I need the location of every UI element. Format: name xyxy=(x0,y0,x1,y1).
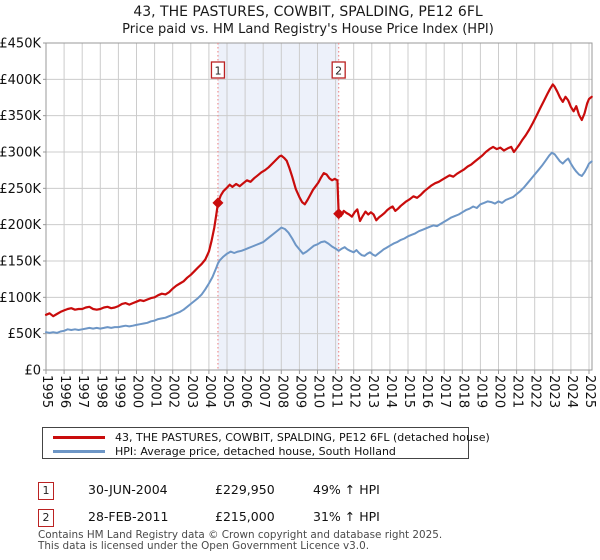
chart-subtitle: Price paid vs. HM Land Registry's House … xyxy=(122,22,494,37)
x-tick-label: 2002 xyxy=(166,375,181,408)
sale-marker-1 xyxy=(212,197,224,209)
x-tick-label: 2005 xyxy=(220,375,235,408)
chart-title: 43, THE PASTURES, COWBIT, SPALDING, PE12… xyxy=(133,4,483,20)
x-tick-label: 2017 xyxy=(437,375,452,408)
event-flag-label-2: 2 xyxy=(335,65,342,78)
event-flag-box-1 xyxy=(210,61,226,79)
y-tick-label: £100K xyxy=(0,291,41,306)
x-tick-label: 2010 xyxy=(311,375,326,408)
legend-line-hpi xyxy=(53,449,105,453)
x-tick-label: 2015 xyxy=(401,375,416,408)
sale-price-2: £215,000 xyxy=(215,509,275,524)
x-tick-label: 2000 xyxy=(130,375,145,408)
x-tick-label: 2009 xyxy=(292,375,307,408)
y-tick-label: £200K xyxy=(0,218,41,233)
sale-row-2: 2 28-FEB-2011 £215,000 31% ↑ HPI xyxy=(36,503,556,530)
sale-row-1: 1 30-JUN-2004 £229,950 49% ↑ HPI xyxy=(36,476,556,503)
sale-date-1: 30-JUN-2004 xyxy=(88,482,168,497)
x-tick-label: 2014 xyxy=(383,375,398,408)
x-tick-label: 1998 xyxy=(93,375,108,408)
legend-line-property xyxy=(53,435,105,439)
y-tick-label: £350K xyxy=(0,109,41,124)
sale-marker-2 xyxy=(333,208,345,220)
y-tick-label: £0 xyxy=(24,364,41,379)
x-tick-label: 2012 xyxy=(347,375,362,408)
y-tick-label: £50K xyxy=(8,327,42,342)
y-tick-label: £400K xyxy=(0,73,41,88)
sale-date-2: 28-FEB-2011 xyxy=(88,509,169,524)
attribution-footer: Contains HM Land Registry data © Crown c… xyxy=(38,530,594,552)
y-tick-label: £150K xyxy=(0,255,41,270)
x-tick-label: 2021 xyxy=(510,375,525,408)
sale-price-1: £229,950 xyxy=(215,482,275,497)
property-price-line xyxy=(44,83,593,318)
hpi-average-line xyxy=(45,151,593,334)
y-tick-label: £250K xyxy=(0,182,41,197)
legend-row-hpi: HPI: Average price, detached house, Sout… xyxy=(53,444,468,458)
y-tick-label: £450K xyxy=(0,37,41,52)
sales-table: 1 30-JUN-2004 £229,950 49% ↑ HPI 2 28-FE… xyxy=(36,476,556,530)
x-tick-label: 1996 xyxy=(57,375,72,408)
x-tick-label: 2007 xyxy=(256,375,271,408)
legend-label-property: 43, THE PASTURES, COWBIT, SPALDING, PE12… xyxy=(115,430,490,444)
x-tick-label: 2018 xyxy=(455,375,470,408)
attribution-line-2: This data is licensed under the Open Gov… xyxy=(38,539,370,552)
sale-hpi-delta-2: 31% ↑ HPI xyxy=(313,509,380,524)
x-tick-label: 2019 xyxy=(473,375,488,408)
x-tick-label: 2006 xyxy=(238,375,253,408)
x-tick-label: 2013 xyxy=(365,375,380,408)
x-tick-label: 1997 xyxy=(75,375,90,408)
x-tick-label: 2025 xyxy=(582,375,597,408)
x-tick-label: 1999 xyxy=(111,375,126,408)
x-tick-label: 2023 xyxy=(546,375,561,408)
legend-row-property: 43, THE PASTURES, COWBIT, SPALDING, PE12… xyxy=(53,430,490,444)
ownership-shade-region xyxy=(217,43,339,370)
x-tick-label: 2004 xyxy=(202,375,217,408)
event-flag-label-1: 1 xyxy=(214,65,221,78)
plot-border xyxy=(45,42,593,371)
attribution-line-1: Contains HM Land Registry data © Crown c… xyxy=(38,529,443,541)
chart-legend: 43, THE PASTURES, COWBIT, SPALDING, PE12… xyxy=(42,427,490,459)
price-chart: £0 £50K £100K £150K £200K £250K £300K £350K £400… xyxy=(0,4,597,408)
x-tick-label: 1995 xyxy=(39,375,54,408)
legend-label-hpi: HPI: Average price, detached house, Sout… xyxy=(115,444,396,458)
sale-hpi-delta-1: 49% ↑ HPI xyxy=(313,482,380,497)
x-tick-label: 2001 xyxy=(148,375,163,408)
x-tick-label: 2020 xyxy=(492,375,507,408)
sale-number-badge-2: 2 xyxy=(38,509,54,527)
x-tick-label: 2008 xyxy=(274,375,289,408)
x-tick-label: 2011 xyxy=(329,375,344,408)
y-tick-label: £300K xyxy=(0,146,41,161)
sale-number-badge-1: 1 xyxy=(38,482,54,500)
x-tick-label: 2022 xyxy=(528,375,543,408)
x-tick-label: 2003 xyxy=(184,375,199,408)
x-tick-label: 2016 xyxy=(419,375,434,408)
event-flag-box-2 xyxy=(331,61,346,79)
x-tick-label: 2024 xyxy=(564,375,579,408)
